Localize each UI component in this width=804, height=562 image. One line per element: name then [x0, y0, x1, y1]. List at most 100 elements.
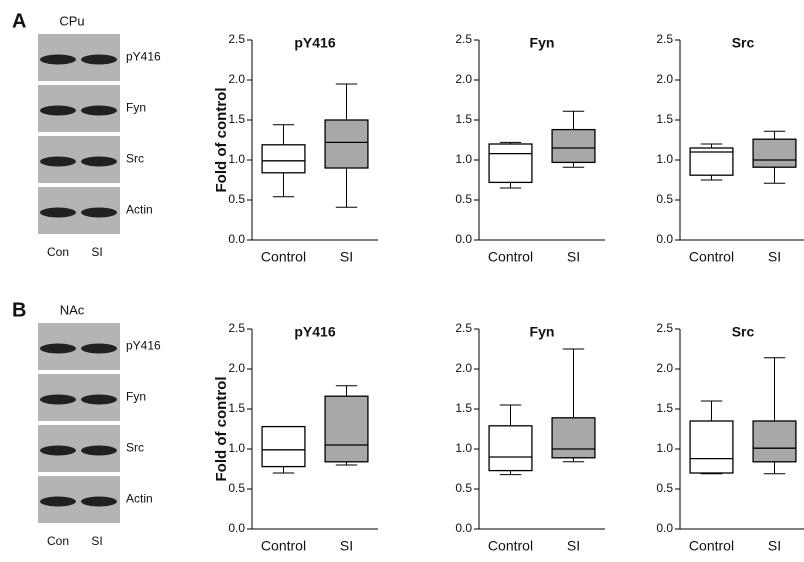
x-tick-label: Control [261, 538, 306, 554]
blot-band [81, 55, 117, 65]
y-tick-label: 0.0 [228, 232, 245, 246]
y-tick-label: 1.5 [228, 112, 245, 126]
y-tick-label: 1.0 [455, 441, 472, 455]
box [489, 144, 532, 182]
y-tick-label: 0.5 [455, 481, 472, 495]
blot-band [81, 497, 117, 507]
y-tick-label: 2.0 [228, 361, 245, 375]
y-tick-label: 1.5 [656, 112, 673, 126]
blot-band [81, 395, 117, 405]
y-tick-label: 2.5 [656, 321, 673, 335]
y-tick-label: 1.0 [455, 152, 472, 166]
y-tick-label: 0.0 [455, 521, 472, 535]
y-tick-label: 1.5 [656, 401, 673, 415]
blot-band [81, 157, 117, 167]
y-tick-label: 0.0 [455, 232, 472, 246]
band-label: Fyn [126, 390, 146, 404]
band-label: Actin [126, 203, 153, 217]
y-tick-label: 1.0 [656, 152, 673, 166]
x-tick-label: SI [768, 249, 781, 265]
box [325, 396, 368, 462]
lane-label: SI [91, 534, 102, 548]
box [690, 421, 733, 473]
y-tick-label: 1.0 [656, 441, 673, 455]
y-tick-label: 2.0 [455, 72, 472, 86]
band-label: pY416 [126, 50, 161, 64]
x-tick-label: SI [567, 538, 580, 554]
y-tick-label: 0.5 [228, 481, 245, 495]
blot-band [81, 208, 117, 218]
band-label: Src [126, 152, 144, 166]
x-tick-label: SI [340, 249, 353, 265]
band-label: Actin [126, 492, 153, 506]
y-tick-label: 1.5 [455, 112, 472, 126]
y-tick-label: 1.5 [455, 401, 472, 415]
y-tick-label: 2.0 [656, 361, 673, 375]
y-tick-label: 2.5 [455, 321, 472, 335]
y-tick-label: 1.0 [228, 152, 245, 166]
y-axis-label: Fold of control [213, 88, 230, 193]
chart-title: pY416 [294, 35, 335, 51]
box [552, 418, 595, 458]
lane-label: Con [47, 534, 69, 548]
chart-title: pY416 [294, 324, 335, 340]
y-tick-label: 0.5 [656, 192, 673, 206]
chart-title: Src [732, 324, 755, 340]
blot-band [81, 344, 117, 354]
lane-label: Con [47, 245, 69, 259]
y-axis-label: Fold of control [213, 377, 230, 482]
y-tick-label: 2.0 [656, 72, 673, 86]
y-tick-label: 2.0 [455, 361, 472, 375]
x-tick-label: SI [340, 538, 353, 554]
y-tick-label: 2.5 [455, 32, 472, 46]
y-tick-label: 1.5 [228, 401, 245, 415]
band-label: Src [126, 441, 144, 455]
blot-band [40, 157, 76, 167]
band-label: pY416 [126, 339, 161, 353]
lane-label: SI [91, 245, 102, 259]
box [753, 421, 796, 462]
chart-title: Fyn [530, 35, 555, 51]
blot-band [40, 208, 76, 218]
blot-band [40, 497, 76, 507]
y-tick-label: 2.5 [656, 32, 673, 46]
y-tick-label: 2.5 [228, 321, 245, 335]
box [552, 130, 595, 163]
chart-title: Fyn [530, 324, 555, 340]
blot-band [40, 344, 76, 354]
x-tick-label: Control [689, 249, 734, 265]
x-tick-label: Control [689, 538, 734, 554]
box [262, 145, 305, 173]
y-tick-label: 0.5 [455, 192, 472, 206]
blot-band [40, 106, 76, 116]
blot-band [40, 55, 76, 65]
y-tick-label: 0.5 [656, 481, 673, 495]
region-label: NAc [60, 302, 85, 317]
region-label: CPu [59, 13, 84, 28]
blot-band [40, 446, 76, 456]
y-tick-label: 0.0 [656, 232, 673, 246]
y-tick-label: 2.5 [228, 32, 245, 46]
y-tick-label: 1.0 [228, 441, 245, 455]
blot-band [40, 395, 76, 405]
chart-title: Src [732, 35, 755, 51]
blot-band [81, 106, 117, 116]
x-tick-label: Control [488, 249, 533, 265]
panel-letter: A [12, 10, 26, 32]
y-tick-label: 0.0 [228, 521, 245, 535]
box [753, 139, 796, 167]
x-tick-label: Control [488, 538, 533, 554]
x-tick-label: SI [768, 538, 781, 554]
band-label: Fyn [126, 101, 146, 115]
y-tick-label: 0.0 [656, 521, 673, 535]
panel-letter: B [12, 299, 26, 321]
y-tick-label: 2.0 [228, 72, 245, 86]
y-tick-label: 0.5 [228, 192, 245, 206]
blot-band [81, 446, 117, 456]
figure: A CPu pY416 Fyn Src Actin Con SI B NAc pY416 Fyn Src… [0, 0, 804, 557]
x-tick-label: Control [261, 249, 306, 265]
box [262, 427, 305, 467]
x-tick-label: SI [567, 249, 580, 265]
box [489, 426, 532, 471]
box [325, 120, 368, 168]
